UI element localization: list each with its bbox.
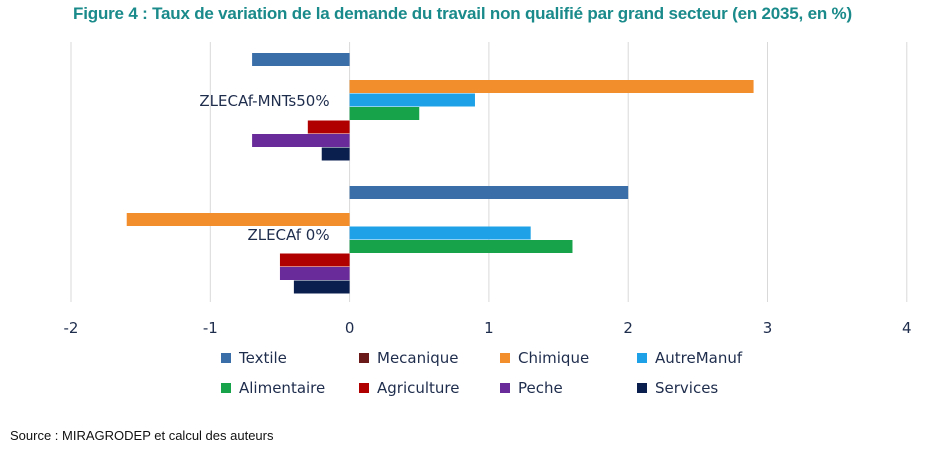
x-tick-label: 1 (484, 319, 494, 337)
x-tick-label: 2 (623, 319, 633, 337)
legend-label: Textile (238, 349, 287, 367)
bar-alimentaire-mnts50 (349, 107, 420, 120)
legend-label: Alimentaire (239, 379, 325, 397)
bar-alimentaire-zlecaf0 (349, 240, 573, 253)
x-tick-label: 4 (902, 319, 912, 337)
x-tick-label: -2 (64, 319, 79, 337)
legend-label: Peche (518, 379, 563, 397)
legend-item-textile: Textile (221, 349, 287, 367)
legend-swatch (359, 353, 369, 363)
group-label: ZLECAf-MNTs50% (199, 92, 329, 110)
bar-autremanuf-mnts50 (349, 93, 475, 107)
bar-chimique-mnts50 (349, 80, 754, 93)
legend-item-peche: Peche (500, 379, 563, 397)
legend-swatch (637, 353, 647, 363)
x-tick-label: 0 (345, 319, 355, 337)
legend-label: Services (655, 379, 718, 397)
x-tick-labels: -2 -1 0 1 2 3 4 (64, 319, 912, 337)
legend-item-services: Services (637, 379, 718, 397)
legend-swatch (221, 383, 231, 393)
bar-chimique-zlecaf0 (126, 213, 350, 226)
bar-services-mnts50 (321, 147, 350, 161)
bar-textile-mnts50 (252, 53, 350, 66)
legend-item-mecanique: Mecanique (359, 349, 459, 367)
legend-label: Agriculture (377, 379, 460, 397)
legend-item-agriculture: Agriculture (359, 379, 460, 397)
legend-label: Chimique (518, 349, 589, 367)
legend-label: Mecanique (377, 349, 459, 367)
bar-autremanuf-zlecaf0 (349, 226, 531, 240)
legend-item-alimentaire: Alimentaire (221, 379, 325, 397)
bar-peche-mnts50 (252, 134, 350, 147)
legend-swatch (500, 353, 510, 363)
bar-agriculture-mnts50 (307, 120, 350, 134)
legend-item-autremanuf: AutreManuf (637, 349, 743, 367)
chart-title: Figure 4 : Taux de variation de la deman… (73, 4, 852, 23)
bar-peche-zlecaf0 (279, 267, 350, 280)
legend-swatch (500, 383, 510, 393)
legend: Textile Mecanique Chimique AutreManuf Alimen… (221, 349, 743, 397)
legend-item-chimique: Chimique (500, 349, 589, 367)
legend-swatch (637, 383, 647, 393)
bar-agriculture-zlecaf0 (279, 253, 350, 267)
group-label: ZLECAf 0% (247, 226, 329, 244)
group-labels: ZLECAf-MNTs50% ZLECAf 0% (199, 92, 329, 244)
bar-textile-zlecaf0 (349, 186, 629, 199)
bar-services-zlecaf0 (293, 280, 350, 294)
x-tick-label: 3 (763, 319, 773, 337)
legend-label: AutreManuf (655, 349, 743, 367)
x-tick-label: -1 (203, 319, 218, 337)
source-note: Source : MIRAGRODEP et calcul des auteur… (10, 428, 274, 443)
bar-chart: ZLECAf-MNTs50% ZLECAf 0% -2 -1 0 1 2 3 4 Textil… (64, 42, 912, 397)
legend-swatch (359, 383, 369, 393)
legend-swatch (221, 353, 231, 363)
bars (126, 53, 754, 294)
